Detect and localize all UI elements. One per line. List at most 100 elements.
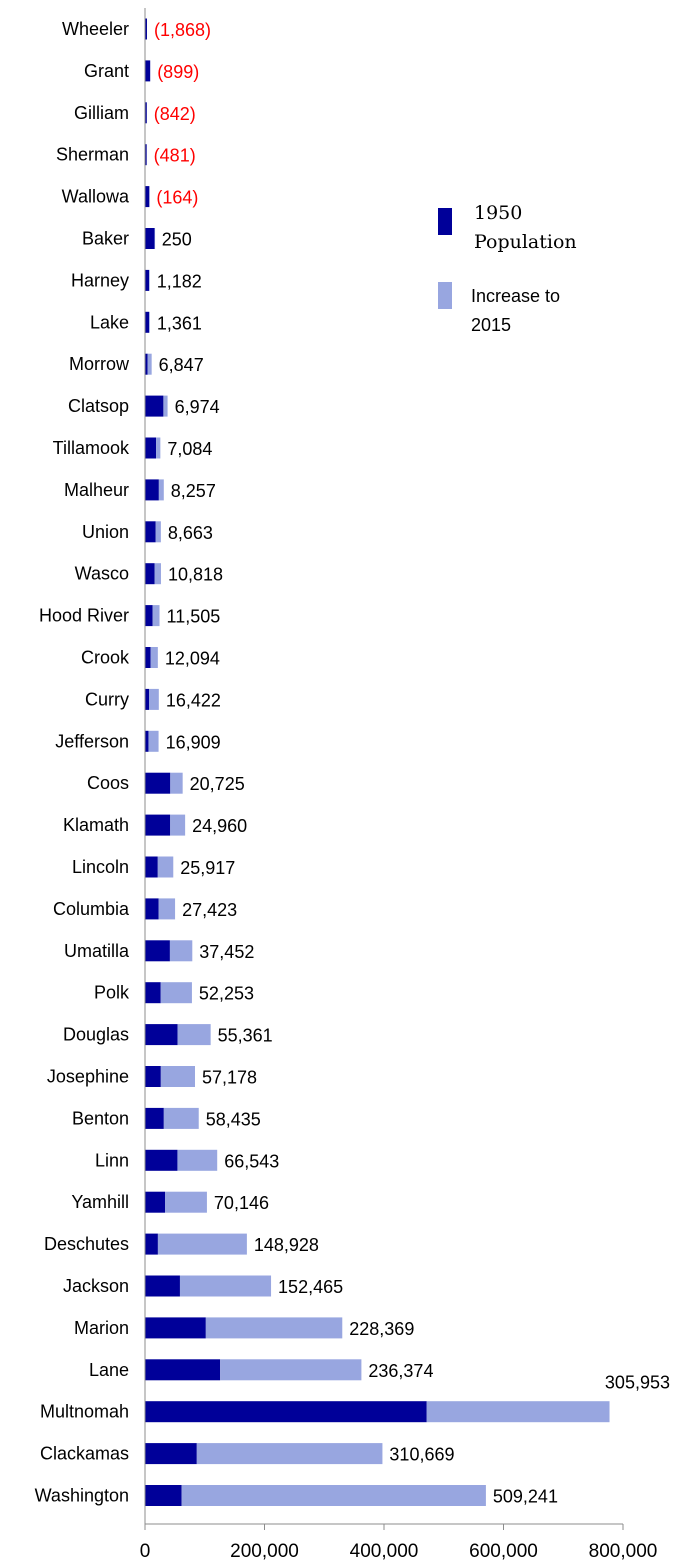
data-label-morrow: 6,847	[159, 355, 204, 375]
bar-increase-lincoln	[157, 856, 174, 878]
bars-layer	[145, 18, 610, 1506]
data-label-columbia: 27,423	[182, 900, 237, 920]
category-label-curry: Curry	[85, 689, 129, 709]
bar-increase-washington	[181, 1485, 486, 1506]
bar-1950-sherman	[145, 144, 147, 166]
legend-label-1950: 1950	[474, 202, 522, 224]
data-label-wasco: 10,818	[168, 565, 223, 585]
bar-1950-lake	[145, 311, 150, 333]
bar-1950-klamath	[145, 814, 171, 836]
bar-1950-columbia	[145, 898, 159, 920]
data-label-multnomah: 305,953	[605, 1373, 670, 1393]
bar-1950-harney	[145, 269, 150, 291]
data-label-umatilla: 37,452	[199, 942, 254, 962]
bar-1950-multnomah	[145, 1401, 427, 1423]
bar-1950-lane	[145, 1359, 221, 1381]
category-label-linn: Linn	[95, 1150, 129, 1170]
category-label-lake: Lake	[90, 312, 129, 332]
bar-increase-malheur	[158, 479, 164, 501]
bar-increase-crook	[150, 647, 158, 668]
bar-1950-curry	[145, 688, 150, 710]
data-label-jackson: 152,465	[278, 1277, 343, 1297]
bar-increase-harney	[149, 269, 150, 291]
category-label-umatilla: Umatilla	[64, 941, 130, 961]
legend-label-increase: Increase to	[471, 286, 560, 306]
category-label-deschutes: Deschutes	[44, 1234, 129, 1254]
bar-1950-jefferson	[145, 730, 149, 752]
bar-1950-clatsop	[145, 395, 164, 417]
bar-increase-coos	[170, 772, 183, 794]
x-tick-label: 600,000	[469, 1541, 538, 1562]
bar-1950-coos	[145, 772, 171, 794]
bar-increase-wasco	[154, 563, 161, 585]
data-label-douglas: 55,361	[218, 1026, 273, 1046]
bar-1950-yamhill	[145, 1191, 166, 1213]
category-label-baker: Baker	[82, 229, 129, 249]
bar-1950-union	[145, 521, 156, 543]
data-labels: (1,868) (899) (842) (481) (164) 250 1,182 1,361…	[154, 20, 670, 1507]
bar-increase-morrow	[147, 353, 152, 375]
bar-1950-gilliam	[145, 102, 147, 124]
category-label-yamhill: Yamhill	[71, 1192, 129, 1212]
category-label-wasco: Wasco	[75, 564, 129, 584]
data-label-wallowa: (164)	[156, 188, 198, 208]
bar-1950-wheeler	[145, 18, 147, 40]
data-label-yamhill: 70,146	[214, 1193, 269, 1213]
legend: 1950 Population Increase to 2015	[438, 202, 577, 335]
bar-1950-malheur	[145, 479, 159, 501]
category-label-marion: Marion	[74, 1318, 129, 1338]
data-label-curry: 16,422	[166, 690, 221, 710]
bar-increase-polk	[160, 982, 192, 1004]
bar-1950-deschutes	[145, 1233, 158, 1255]
category-label-morrow: Morrow	[69, 354, 130, 374]
bar-increase-klamath	[170, 814, 186, 836]
category-label-hood-river: Hood River	[39, 606, 129, 626]
bar-increase-deschutes	[157, 1233, 247, 1255]
category-label-union: Union	[82, 522, 129, 542]
bar-1950-linn	[145, 1149, 178, 1171]
bar-increase-curry	[149, 688, 159, 710]
bar-1950-douglas	[145, 1024, 178, 1046]
bar-increase-jefferson	[148, 730, 159, 752]
data-label-wheeler: (1,868)	[154, 20, 211, 40]
bar-1950-polk	[145, 982, 161, 1004]
data-label-klamath: 24,960	[192, 816, 247, 836]
bar-increase-linn	[177, 1149, 218, 1171]
legend-label-2015: 2015	[471, 315, 511, 335]
legend-label-population: Population	[474, 231, 577, 253]
bar-1950-morrow	[145, 353, 148, 375]
data-label-lincoln: 25,917	[180, 858, 235, 878]
x-axis: 0 200,000 400,000 600,000 800,000	[140, 8, 658, 1562]
category-label-jackson: Jackson	[63, 1276, 129, 1296]
bar-increase-marion	[205, 1317, 343, 1339]
data-label-clackamas: 310,669	[389, 1445, 454, 1465]
data-label-benton: 58,435	[206, 1109, 261, 1129]
x-tick-label: 800,000	[589, 1541, 658, 1562]
bar-increase-baker	[154, 228, 156, 249]
data-label-gilliam: (842)	[154, 104, 196, 124]
category-label-crook: Crook	[81, 648, 130, 668]
category-label-columbia: Columbia	[53, 899, 130, 919]
data-label-lane: 236,374	[368, 1361, 433, 1381]
bar-1950-jackson	[145, 1275, 180, 1297]
bar-increase-jackson	[179, 1275, 272, 1297]
data-label-marion: 228,369	[349, 1319, 414, 1339]
data-label-clatsop: 6,974	[175, 397, 220, 417]
bar-increase-clatsop	[163, 395, 168, 417]
bar-increase-lane	[220, 1359, 362, 1381]
data-label-union: 8,663	[168, 523, 213, 543]
category-label-harney: Harney	[71, 270, 129, 290]
bar-1950-benton	[145, 1107, 164, 1129]
category-label-lincoln: Lincoln	[72, 857, 129, 877]
bar-1950-clackamas	[145, 1443, 197, 1465]
data-label-malheur: 8,257	[171, 481, 216, 501]
category-label-multnomah: Multnomah	[40, 1402, 129, 1422]
category-label-klamath: Klamath	[63, 815, 129, 835]
category-label-lane: Lane	[89, 1360, 129, 1380]
data-label-polk: 52,253	[199, 984, 254, 1004]
bar-increase-clackamas	[196, 1443, 383, 1465]
bar-increase-josephine	[160, 1066, 195, 1087]
category-label-douglas: Douglas	[63, 1025, 129, 1045]
data-label-hood-river: 11,505	[167, 607, 221, 627]
